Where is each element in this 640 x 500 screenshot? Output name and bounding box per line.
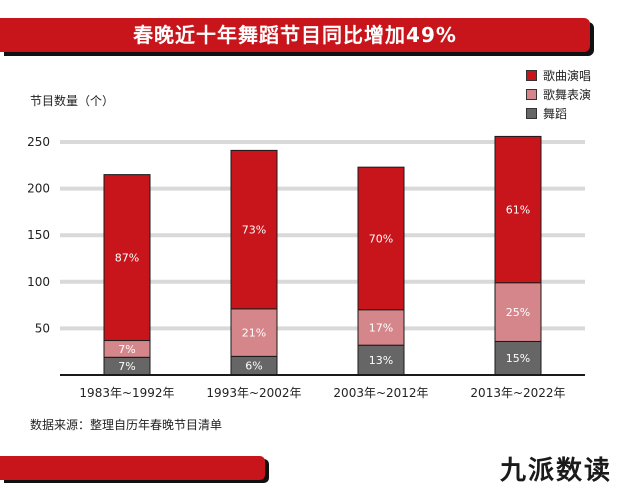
chart-title: 春晚近十年舞蹈节目同比增加49% [133, 23, 457, 47]
y-tick-label: 50 [35, 321, 50, 335]
x-tick-label: 1983年~1992年 [79, 386, 174, 400]
y-tick-label: 200 [27, 182, 50, 196]
data-label-song: 73% [242, 224, 266, 237]
x-tick-label: 2013年~2022年 [470, 386, 565, 400]
data-label-dance: 15% [506, 352, 530, 365]
legend-label-performance: 歌舞表演 [543, 88, 592, 102]
legend-item-dance: 舞蹈 [526, 104, 591, 123]
bottom-accent-bar [0, 456, 265, 480]
bar-segment-song [230, 149, 278, 310]
stacked-bar-chart: 50 100 150 200 250 7% 7% 87% 1983年~1992年 6% 21% 73%… [27, 135, 585, 400]
legend-label-song: 歌曲演唱 [543, 69, 592, 83]
y-tick-label: 250 [27, 135, 50, 149]
data-label-performance: 21% [242, 327, 266, 340]
data-label-song: 61% [506, 204, 530, 217]
data-label-song: 87% [115, 252, 139, 265]
data-label-performance: 25% [506, 306, 530, 319]
bar-segment-performance [357, 309, 405, 346]
legend-item-performance: 歌舞表演 [526, 85, 591, 104]
legend-swatch-dance [526, 108, 537, 119]
data-source: 数据来源：整理自历年春晚节目清单 [30, 418, 223, 432]
bar-segment-song [357, 166, 405, 311]
data-label-performance: 7% [118, 343, 135, 356]
bar-segment-dance [494, 340, 542, 376]
data-label-dance: 7% [118, 360, 135, 373]
data-label-dance: 13% [369, 354, 393, 367]
title-bar: 春晚近十年舞蹈节目同比增加49% [0, 18, 590, 52]
data-label-performance: 17% [369, 321, 393, 334]
bar-segment-performance [230, 308, 278, 357]
bar-segment-song [494, 135, 542, 284]
x-tick-label: 1993年~2002年 [206, 386, 301, 400]
brand-logo: 九派数读 [499, 456, 612, 486]
data-label-song: 70% [369, 232, 393, 245]
y-axis-unit-label: 节目数量（个） [30, 94, 115, 108]
y-tick-label: 150 [27, 228, 50, 242]
legend: 歌曲演唱 歌舞表演 舞蹈 [526, 66, 591, 123]
y-tick-label: 100 [27, 275, 50, 289]
legend-item-song: 歌曲演唱 [526, 66, 591, 85]
bar-segment-song [103, 174, 151, 342]
bar-segment-performance [494, 282, 542, 342]
legend-swatch-song [526, 70, 537, 81]
x-tick-label: 2003年~2012年 [333, 386, 428, 400]
legend-label-dance: 舞蹈 [543, 107, 568, 121]
data-label-dance: 6% [245, 360, 262, 373]
bar-segment-dance [357, 344, 405, 376]
legend-swatch-performance [526, 89, 537, 100]
